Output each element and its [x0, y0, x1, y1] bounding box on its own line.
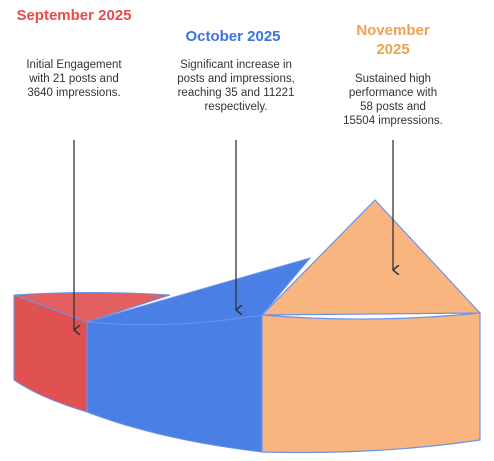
orange-front — [261, 312, 481, 454]
stage-title: November 2025 — [356, 22, 430, 58]
stage-description: Significant increase in posts and impres… — [177, 59, 295, 113]
stage-title: September 2025 — [16, 7, 132, 24]
red-top — [13, 292, 171, 323]
stage-description: Sustained high performance with 58 posts… — [343, 73, 443, 127]
orange-peak — [260, 199, 482, 316]
blue-front — [86, 314, 263, 453]
stage-title: October 2025 — [185, 28, 281, 45]
stage-description: Initial Engagement with 21 posts and 364… — [26, 59, 122, 99]
